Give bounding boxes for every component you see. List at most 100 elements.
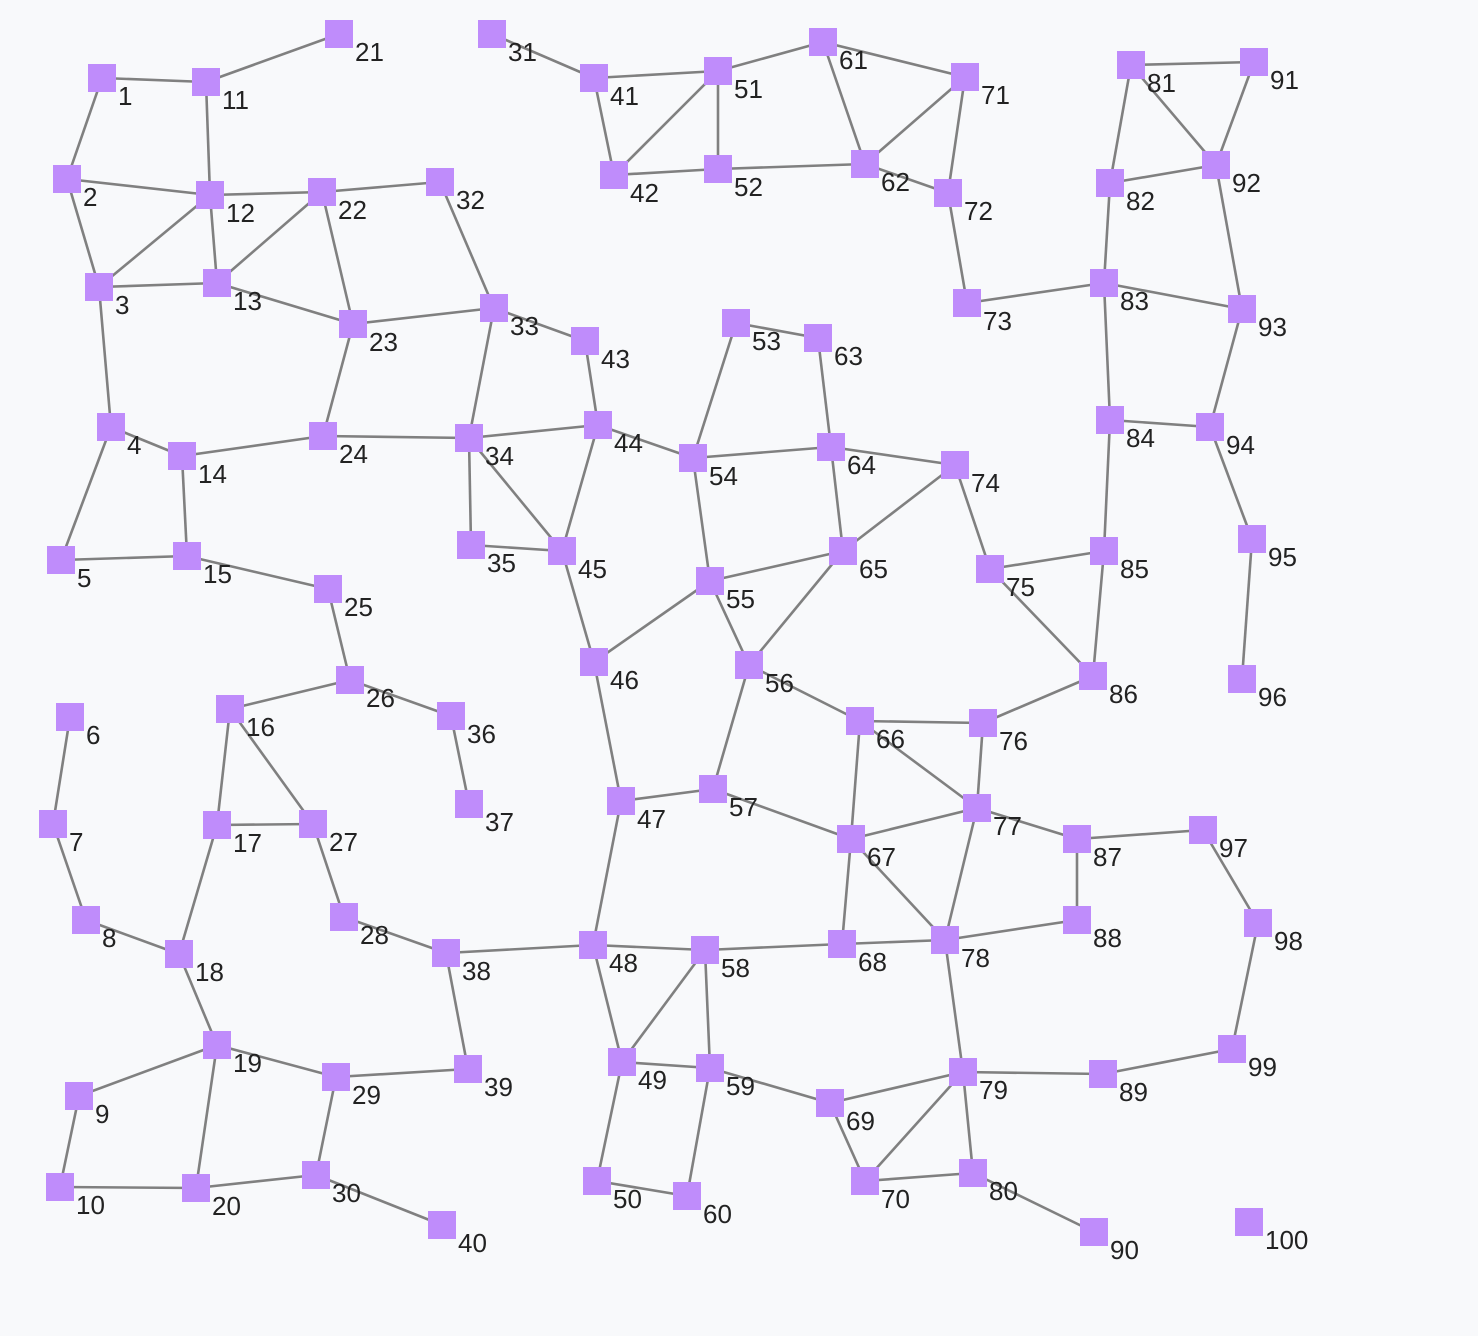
node-square[interactable] [168, 442, 196, 470]
node-square[interactable] [941, 451, 969, 479]
node-square[interactable] [1228, 295, 1256, 323]
node-square[interactable] [608, 1048, 636, 1076]
node-square[interactable] [314, 575, 342, 603]
node-44[interactable]: 44 [584, 411, 643, 458]
node-square[interactable] [203, 269, 231, 297]
node-square[interactable] [828, 930, 856, 958]
node-6[interactable]: 6 [56, 703, 100, 750]
node-17[interactable]: 17 [203, 811, 262, 858]
node-52[interactable]: 52 [704, 155, 763, 202]
node-51[interactable]: 51 [704, 57, 763, 104]
node-square[interactable] [579, 931, 607, 959]
node-19[interactable]: 19 [203, 1031, 262, 1078]
node-square[interactable] [56, 703, 84, 731]
node-square[interactable] [1096, 169, 1124, 197]
node-63[interactable]: 63 [804, 324, 863, 371]
node-square[interactable] [976, 555, 1004, 583]
node-square[interactable] [1079, 662, 1107, 690]
node-68[interactable]: 68 [828, 930, 887, 977]
node-14[interactable]: 14 [168, 442, 227, 489]
node-79[interactable]: 79 [949, 1058, 1008, 1105]
node-square[interactable] [1240, 48, 1268, 76]
node-square[interactable] [673, 1182, 701, 1210]
node-25[interactable]: 25 [314, 575, 373, 622]
node-50[interactable]: 50 [583, 1167, 642, 1214]
node-square[interactable] [699, 775, 727, 803]
node-square[interactable] [1090, 269, 1118, 297]
node-84[interactable]: 84 [1096, 406, 1155, 453]
node-square[interactable] [951, 63, 979, 91]
node-square[interactable] [309, 422, 337, 450]
node-square[interactable] [851, 1167, 879, 1195]
node-square[interactable] [1235, 1208, 1263, 1236]
node-square[interactable] [165, 940, 193, 968]
node-10[interactable]: 10 [46, 1173, 105, 1220]
node-7[interactable]: 7 [39, 810, 83, 857]
node-3[interactable]: 3 [85, 273, 129, 320]
node-76[interactable]: 76 [969, 709, 1028, 756]
node-20[interactable]: 20 [182, 1174, 241, 1221]
node-square[interactable] [65, 1082, 93, 1110]
node-square[interactable] [336, 666, 364, 694]
node-34[interactable]: 34 [455, 424, 514, 471]
node-95[interactable]: 95 [1238, 525, 1297, 572]
node-square[interactable] [1189, 816, 1217, 844]
node-square[interactable] [969, 709, 997, 737]
node-square[interactable] [580, 64, 608, 92]
node-square[interactable] [1238, 525, 1266, 553]
node-99[interactable]: 99 [1218, 1035, 1277, 1082]
node-square[interactable] [600, 161, 628, 189]
node-square[interactable] [1218, 1035, 1246, 1063]
node-5[interactable]: 5 [47, 546, 91, 593]
node-square[interactable] [455, 424, 483, 452]
node-71[interactable]: 71 [951, 63, 1010, 110]
node-57[interactable]: 57 [699, 775, 758, 822]
node-square[interactable] [804, 324, 832, 352]
node-square[interactable] [696, 567, 724, 595]
node-24[interactable]: 24 [309, 422, 368, 469]
node-square[interactable] [1228, 665, 1256, 693]
node-square[interactable] [1089, 1060, 1117, 1088]
node-12[interactable]: 12 [196, 181, 255, 228]
node-73[interactable]: 73 [953, 289, 1012, 336]
node-67[interactable]: 67 [837, 825, 896, 872]
node-square[interactable] [308, 178, 336, 206]
node-89[interactable]: 89 [1089, 1060, 1148, 1107]
node-square[interactable] [837, 825, 865, 853]
node-square[interactable] [704, 57, 732, 85]
node-78[interactable]: 78 [931, 926, 990, 973]
node-square[interactable] [203, 1031, 231, 1059]
node-31[interactable]: 31 [478, 20, 537, 67]
node-square[interactable] [39, 810, 67, 838]
node-square[interactable] [735, 651, 763, 679]
node-21[interactable]: 21 [325, 20, 384, 67]
node-square[interactable] [457, 531, 485, 559]
node-77[interactable]: 77 [963, 794, 1022, 841]
node-square[interactable] [704, 155, 732, 183]
node-85[interactable]: 85 [1090, 537, 1149, 584]
node-91[interactable]: 91 [1240, 48, 1299, 95]
node-square[interactable] [953, 289, 981, 317]
node-square[interactable] [196, 181, 224, 209]
node-square[interactable] [817, 433, 845, 461]
node-41[interactable]: 41 [580, 64, 639, 111]
node-square[interactable] [454, 1055, 482, 1083]
node-42[interactable]: 42 [600, 161, 659, 208]
node-9[interactable]: 9 [65, 1082, 109, 1129]
node-2[interactable]: 2 [53, 165, 97, 212]
node-1[interactable]: 1 [88, 64, 132, 111]
node-square[interactable] [325, 20, 353, 48]
node-8[interactable]: 8 [72, 906, 116, 953]
node-74[interactable]: 74 [941, 451, 1000, 498]
node-90[interactable]: 90 [1080, 1218, 1139, 1265]
node-square[interactable] [46, 1173, 74, 1201]
node-square[interactable] [607, 787, 635, 815]
node-square[interactable] [437, 702, 465, 730]
node-65[interactable]: 65 [829, 537, 888, 584]
node-square[interactable] [432, 939, 460, 967]
node-square[interactable] [1117, 51, 1145, 79]
node-93[interactable]: 93 [1228, 295, 1287, 342]
node-square[interactable] [809, 28, 837, 56]
node-18[interactable]: 18 [165, 940, 224, 987]
node-54[interactable]: 54 [679, 444, 738, 491]
